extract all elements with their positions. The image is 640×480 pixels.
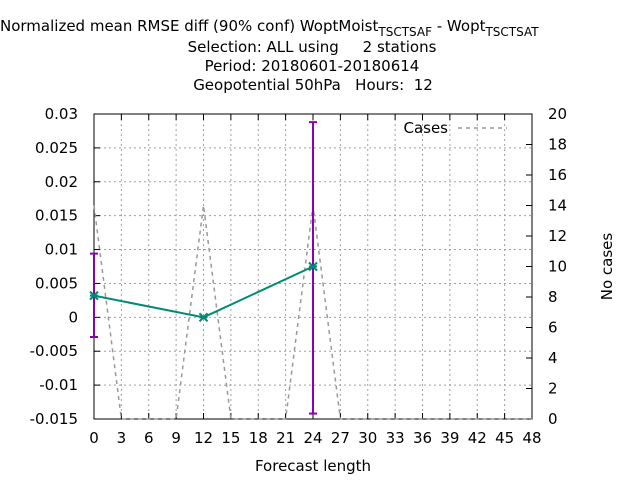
y-tick-label: 0.015 [35, 207, 78, 225]
y-tick-label: 0.025 [35, 139, 78, 157]
chart-title: Normalized mean RMSE diff (90% conf) Wop… [0, 17, 539, 94]
y-tick-label: 0.02 [45, 173, 78, 191]
y-tick-label: 0 [68, 308, 78, 326]
legend: Cases [403, 119, 507, 137]
title-line-1-prefix: Normalized mean RMSE diff (90% conf) Wop… [0, 17, 378, 35]
data-point [308, 261, 318, 272]
y2-tick-label: 10 [548, 258, 567, 276]
y-tick-label: -0.01 [39, 376, 78, 394]
y-tick-label: -0.015 [30, 410, 78, 428]
x-axis: 0 3 6 9 12 15 18 21 24 27 30 33 36 39 42 45 48 [89, 114, 542, 447]
y2-tick-label: 4 [548, 349, 558, 367]
legend-label-cases: Cases [403, 119, 448, 137]
y2-tick-label: 8 [548, 288, 558, 306]
cases-line [93, 205, 532, 420]
y2-tick-label: 18 [548, 136, 567, 154]
x-tick-label: 0 [89, 429, 99, 447]
x-tick-label: 12 [194, 429, 213, 447]
x-tick-label: 21 [276, 429, 295, 447]
y-tick-label: -0.005 [30, 342, 78, 360]
y-tick-label: 0.01 [45, 241, 78, 259]
x-tick-label: 36 [413, 429, 432, 447]
y2-axis-title: No cases [598, 233, 616, 301]
x-tick-label: 30 [358, 429, 377, 447]
x-tick-label: 3 [117, 429, 127, 447]
y2-tick-label: 2 [548, 380, 558, 398]
x-tick-label: 42 [468, 429, 487, 447]
x-tick-label: 24 [303, 429, 322, 447]
y2-tick-label: 6 [548, 319, 558, 337]
y2-tick-label: 12 [548, 227, 567, 245]
y2-tick-label: 20 [548, 105, 567, 123]
x-tick-label: 6 [144, 429, 154, 447]
y-tick-label: 0.005 [35, 274, 78, 292]
x-tick-label: 9 [171, 429, 181, 447]
title-line-1-middle: - Wopt [432, 17, 486, 35]
x-axis-title: Forecast length [255, 457, 371, 475]
x-tick-label: 15 [221, 429, 240, 447]
data-point [198, 312, 209, 323]
series-layer [89, 121, 532, 420]
title-line-3: Period: 20180601-20180614 [205, 57, 420, 75]
title-line-4: Geopotential 50hPa Hours: 12 [193, 76, 433, 94]
y2-tick-label: 16 [548, 166, 567, 184]
title-line-1-sub-b: TSCTSAT [484, 25, 539, 39]
x-tick-label: 45 [495, 429, 514, 447]
y-tick-label: 0.03 [45, 105, 78, 123]
title-line-1-sub-a: TSCTSAF [377, 25, 432, 39]
grid [94, 114, 532, 419]
x-tick-label: 48 [522, 429, 541, 447]
title-line-2: Selection: ALL using 2 stations [188, 38, 437, 56]
title-line-1: Normalized mean RMSE diff (90% conf) Wop… [0, 17, 539, 39]
y2-tick-label: 14 [548, 197, 567, 215]
x-tick-label: 18 [249, 429, 268, 447]
data-point [89, 290, 99, 301]
x-tick-label: 33 [386, 429, 405, 447]
y2-tick-label: 0 [548, 410, 558, 428]
x-tick-label: 27 [331, 429, 350, 447]
x-tick-label: 39 [440, 429, 459, 447]
y-axis: 0.03 0.025 0.02 0.015 0.01 0.005 0 -0.005 -0.01 -… [30, 105, 100, 428]
